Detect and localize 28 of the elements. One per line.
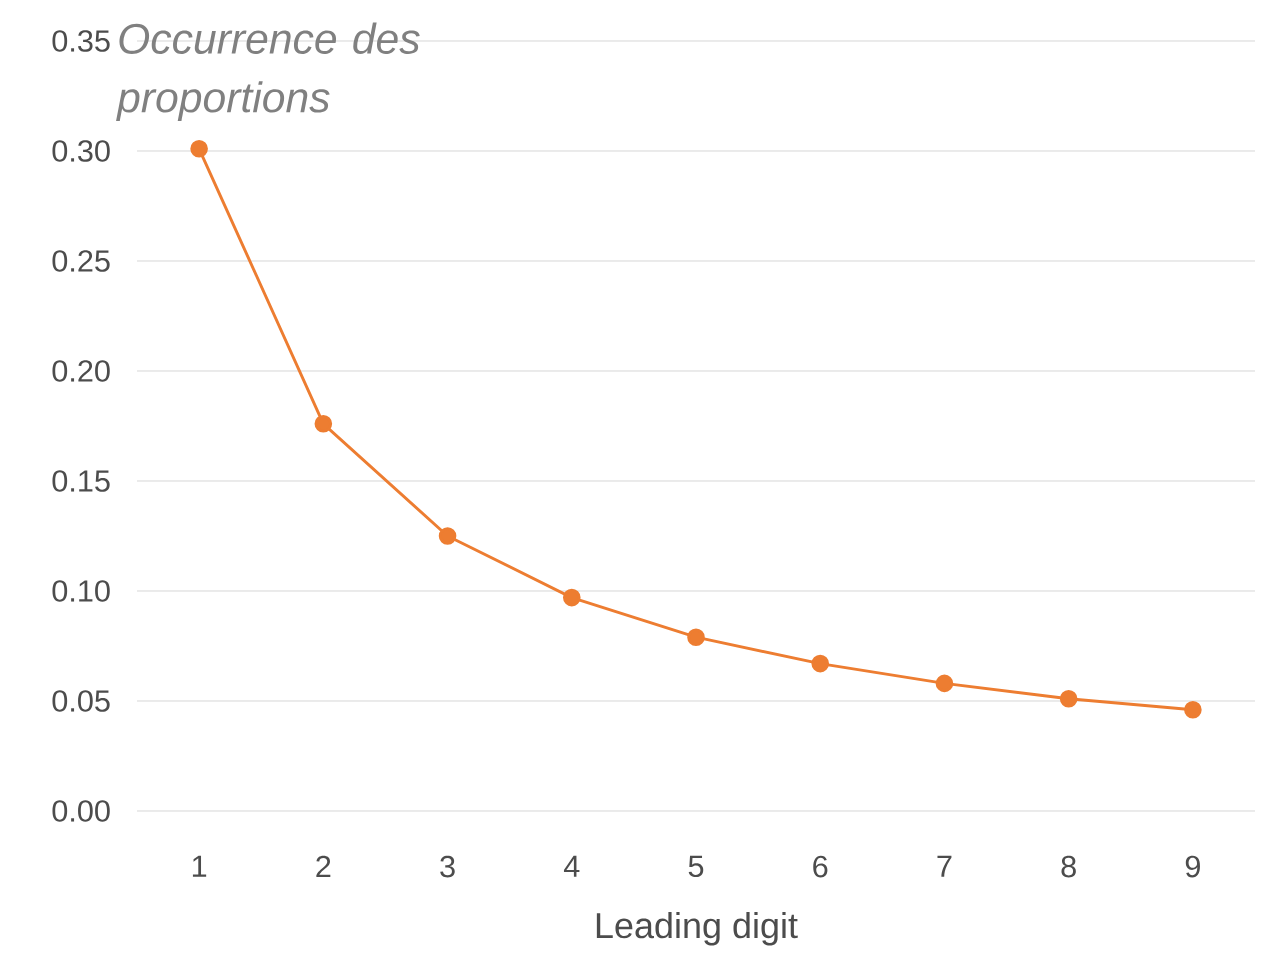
x-tick-label: 3 xyxy=(440,855,455,878)
y-tick-label: 0.10 xyxy=(52,580,110,602)
point xyxy=(190,139,208,158)
point xyxy=(562,588,581,607)
x-tick-label: 7 xyxy=(937,855,952,877)
x-tick-label: 8 xyxy=(1061,855,1076,878)
point xyxy=(935,674,954,693)
point xyxy=(811,654,830,673)
point xyxy=(438,527,457,545)
point xyxy=(687,628,705,646)
y-tick-label: 0.05 xyxy=(52,690,110,712)
x-tick-label: 5 xyxy=(688,855,704,878)
y-tick-label: 0.30 xyxy=(52,140,110,162)
x-tick-label: 9 xyxy=(1185,855,1200,878)
point xyxy=(1184,700,1202,719)
point xyxy=(314,414,333,433)
y-tick-label: 0.00 xyxy=(52,800,110,822)
x-axis-title: Leading digit xyxy=(596,911,798,946)
y-tick-label: 0.20 xyxy=(52,360,110,382)
point xyxy=(1059,689,1078,708)
y-axis-title: Occurrence des proportions xyxy=(116,22,420,122)
y-tick-label: 0.35 xyxy=(52,30,110,52)
x-tick-label: 4 xyxy=(563,855,580,877)
y-tick-label: 0.15 xyxy=(52,470,110,492)
x-tick-label: 6 xyxy=(813,855,828,878)
x-tick-label: 2 xyxy=(316,855,331,878)
x-tick-label: 1 xyxy=(192,855,207,877)
y-tick-label: 0.25 xyxy=(52,250,110,272)
